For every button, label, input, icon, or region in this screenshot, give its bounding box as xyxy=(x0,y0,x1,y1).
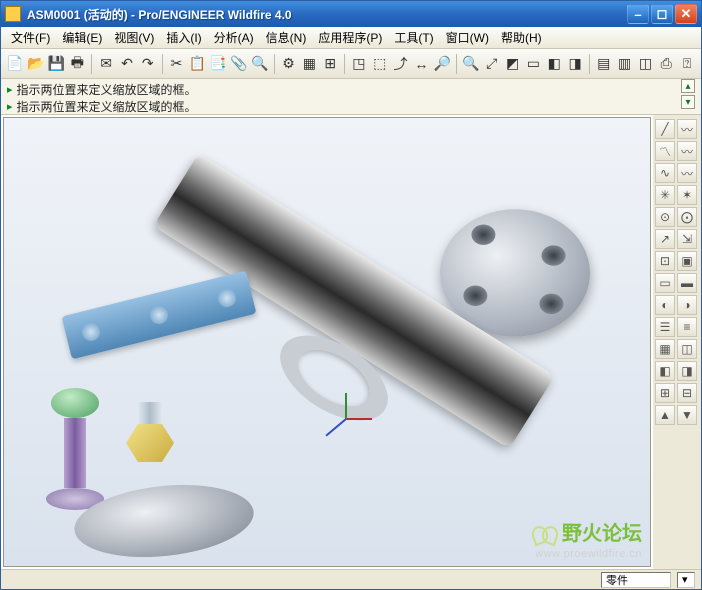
bullet-icon: ▸ xyxy=(7,100,13,113)
side-tool-button[interactable]: ∿ xyxy=(655,163,675,183)
window-title: ASM0001 (活动的) - Pro/ENGINEER Wildfire 4.… xyxy=(27,6,627,23)
menu-app[interactable]: 应用程序(P) xyxy=(314,27,386,48)
app-icon xyxy=(5,6,21,22)
side-tool-button[interactable]: ↗ xyxy=(655,229,675,249)
toolbar-button[interactable]: ↔ xyxy=(411,53,431,75)
toolbar-button[interactable]: ◩ xyxy=(503,53,523,75)
side-tool-button[interactable]: ▣ xyxy=(677,251,697,271)
toolbar-button[interactable]: 💾 xyxy=(47,53,67,75)
toolbar-button[interactable]: ✉ xyxy=(96,53,116,75)
toolbar-button[interactable]: ↶ xyxy=(117,53,137,75)
bullet-icon: ▸ xyxy=(7,83,13,96)
3d-viewport[interactable]: 野火论坛 www.proewildfire.cn xyxy=(3,117,651,567)
menu-tool[interactable]: 工具(T) xyxy=(390,27,437,48)
message-line: 指示两位置来定义缩放区域的框。 xyxy=(17,98,197,115)
toolbar-button[interactable]: ◳ xyxy=(349,53,369,75)
side-tool-button[interactable]: ╱ xyxy=(655,119,675,139)
toolbar-button[interactable]: ◨ xyxy=(565,53,585,75)
nut-part xyxy=(122,408,178,464)
side-tool-button[interactable]: ◧ xyxy=(655,361,675,381)
right-toolbar: ╱〰〽〰∿〰✳✶⊙⨀↗⇲⊡▣▭▬◐◑☰≡▦◫◧◨⊞⊟▲▼ xyxy=(653,115,701,569)
toolbar-button[interactable]: 📎 xyxy=(229,53,249,75)
message-line: 指示两位置来定义缩放区域的框。 xyxy=(17,81,197,98)
menu-info[interactable]: 信息(N) xyxy=(262,27,311,48)
menu-analyze[interactable]: 分析(A) xyxy=(210,27,258,48)
toolbar-button[interactable]: ▦ xyxy=(299,53,319,75)
toolbar-button[interactable]: ◧ xyxy=(544,53,564,75)
side-tool-button[interactable]: 〰 xyxy=(677,163,697,183)
side-tool-button[interactable]: ◑ xyxy=(677,295,697,315)
toolbar-button[interactable]: 🔍 xyxy=(461,53,481,75)
toolbar-button[interactable]: ⤴ xyxy=(391,53,411,75)
side-tool-button[interactable]: ▲ xyxy=(655,405,675,425)
bracket-part xyxy=(61,271,256,360)
side-tool-button[interactable]: 〽 xyxy=(655,141,675,161)
toolbar-button[interactable]: ↷ xyxy=(138,53,158,75)
menu-window[interactable]: 窗口(W) xyxy=(442,27,493,48)
side-tool-button[interactable]: ✳ xyxy=(655,185,675,205)
menu-help[interactable]: 帮助(H) xyxy=(497,27,546,48)
toolbar-button[interactable]: ▭ xyxy=(524,53,544,75)
status-dropdown[interactable]: ▾ xyxy=(677,572,695,588)
side-tool-button[interactable]: ◨ xyxy=(677,361,697,381)
toolbar-button[interactable]: ✂ xyxy=(167,53,187,75)
side-tool-button[interactable]: ⊡ xyxy=(655,251,675,271)
toolbar-button[interactable]: 🔍 xyxy=(250,53,270,75)
toolbar-button[interactable]: 📋 xyxy=(187,53,207,75)
toolbar-button[interactable]: 📑 xyxy=(208,53,228,75)
titlebar[interactable]: ASM0001 (活动的) - Pro/ENGINEER Wildfire 4.… xyxy=(1,1,701,27)
status-part-type[interactable]: 零件 xyxy=(601,572,671,588)
toolbar-button[interactable]: ⬚ xyxy=(370,53,390,75)
msg-expand-button[interactable]: ▴ xyxy=(681,79,695,93)
orientation-triad xyxy=(346,418,386,458)
menu-file[interactable]: 文件(F) xyxy=(7,27,54,48)
assembly-model xyxy=(4,118,650,566)
toolbar-button[interactable]: ▤ xyxy=(594,53,614,75)
close-button[interactable]: ✕ xyxy=(675,4,697,24)
main-toolbar: 📄📂💾🖶✉↶↷✂📋📑📎🔍⚙▦⊞◳⬚⤴↔🔎🔍⤢◩▭◧◨▤▥◫⎙⍰ xyxy=(1,49,701,79)
side-tool-button[interactable]: ⊙ xyxy=(655,207,675,227)
base-flange-part xyxy=(71,477,257,565)
toolbar-button[interactable]: 📄 xyxy=(5,53,25,75)
minimize-button[interactable]: – xyxy=(627,4,649,24)
toolbar-button[interactable]: ⎙ xyxy=(656,53,676,75)
toolbar-button[interactable]: 📂 xyxy=(26,53,46,75)
menu-insert[interactable]: 插入(I) xyxy=(162,27,205,48)
side-tool-button[interactable]: 〰 xyxy=(677,141,697,161)
toolbar-button[interactable]: ▥ xyxy=(615,53,635,75)
toolbar-button[interactable]: 🔎 xyxy=(432,53,452,75)
message-bar: ▸ 指示两位置来定义缩放区域的框。 ▸ 指示两位置来定义缩放区域的框。 ▴ ▾ xyxy=(1,79,701,115)
side-tool-button[interactable]: 〰 xyxy=(677,119,697,139)
side-tool-button[interactable]: ▬ xyxy=(677,273,697,293)
toolbar-button[interactable]: ⍰ xyxy=(677,53,697,75)
menu-view[interactable]: 视图(V) xyxy=(110,27,158,48)
side-tool-button[interactable]: ⇲ xyxy=(677,229,697,249)
msg-collapse-button[interactable]: ▾ xyxy=(681,95,695,109)
side-tool-button[interactable]: ▼ xyxy=(677,405,697,425)
toolbar-button[interactable]: ⚙ xyxy=(279,53,299,75)
app-window: ASM0001 (活动的) - Pro/ENGINEER Wildfire 4.… xyxy=(0,0,702,590)
toolbar-button[interactable]: ⊞ xyxy=(320,53,340,75)
maximize-button[interactable]: ◻ xyxy=(651,4,673,24)
side-tool-button[interactable]: ◫ xyxy=(677,339,697,359)
side-tool-button[interactable]: ◐ xyxy=(655,295,675,315)
toolbar-button[interactable]: ⤢ xyxy=(482,53,502,75)
side-tool-button[interactable]: ▦ xyxy=(655,339,675,359)
side-tool-button[interactable]: ▭ xyxy=(655,273,675,293)
toolbar-button[interactable]: ◫ xyxy=(636,53,656,75)
side-tool-button[interactable]: ⊞ xyxy=(655,383,675,403)
workspace: 野火论坛 www.proewildfire.cn ╱〰〽〰∿〰✳✶⊙⨀↗⇲⊡▣▭… xyxy=(1,115,701,569)
side-tool-button[interactable]: ☰ xyxy=(655,317,675,337)
side-tool-button[interactable]: ≡ xyxy=(677,317,697,337)
toolbar-button[interactable]: 🖶 xyxy=(67,53,87,75)
menu-edit[interactable]: 编辑(E) xyxy=(58,27,106,48)
side-tool-button[interactable]: ⨀ xyxy=(677,207,697,227)
bolt-part xyxy=(54,388,96,508)
menubar: 文件(F) 编辑(E) 视图(V) 插入(I) 分析(A) 信息(N) 应用程序… xyxy=(1,27,701,49)
statusbar: 零件 ▾ xyxy=(1,569,701,589)
side-tool-button[interactable]: ⊟ xyxy=(677,383,697,403)
side-tool-button[interactable]: ✶ xyxy=(677,185,697,205)
